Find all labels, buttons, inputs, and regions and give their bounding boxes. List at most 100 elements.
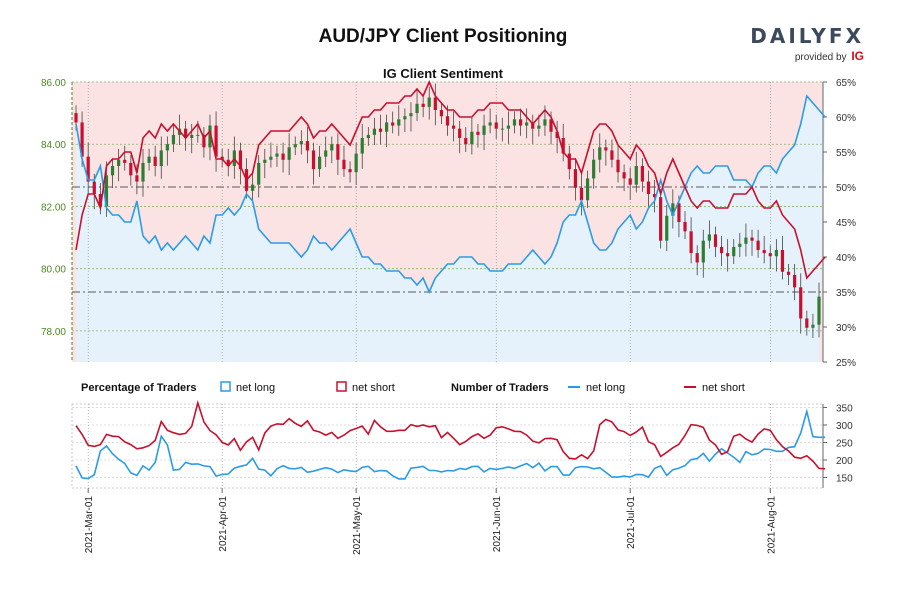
candle-body (275, 153, 279, 157)
candle-body (129, 162, 133, 176)
candle-body (439, 110, 444, 117)
candle-body (202, 134, 206, 148)
candle-body (677, 203, 681, 222)
right-tick-label: 60% (836, 113, 856, 124)
right-tick-label: 50% (836, 183, 856, 194)
candle-body (269, 156, 273, 160)
legend: Percentage of Traders net long net short Nu… (81, 381, 745, 394)
candle-body (421, 103, 425, 107)
candle-body (92, 181, 96, 194)
candle-body (299, 141, 303, 145)
brand-name: DAILYFX (750, 24, 864, 48)
candle-body (318, 156, 322, 170)
candle-body (409, 113, 413, 117)
candle-body (311, 150, 316, 170)
candle-body (281, 153, 285, 160)
candle-body (799, 287, 803, 319)
legend-net-short-box (336, 381, 347, 392)
candle-body (141, 162, 145, 182)
left-tick-label: 84.00 (41, 140, 66, 151)
candle-body (360, 138, 364, 154)
net-long-count-line (75, 408, 826, 480)
candle-body (159, 150, 163, 166)
candle-body (531, 122, 535, 129)
right-tick-label: 25% (836, 358, 856, 369)
candle-body (171, 134, 176, 145)
candle-body (165, 144, 169, 151)
candle-body (384, 122, 389, 132)
candle-body (774, 250, 778, 257)
left-tick-label: 80.00 (41, 265, 66, 276)
candle-body (135, 175, 139, 182)
candle-body (518, 119, 523, 126)
candle-body (756, 240, 760, 250)
candle-body (427, 97, 431, 107)
net-long-pct-line (75, 94, 826, 295)
candle-body (573, 169, 577, 188)
candle-body (628, 178, 632, 185)
candle-body (732, 246, 736, 257)
candle-body (287, 147, 291, 160)
candle-body (464, 138, 468, 145)
candle-body (415, 103, 419, 114)
count-panel-frame (71, 403, 824, 489)
brand-tagline: provided by IG (750, 49, 864, 63)
candle-body (470, 131, 474, 145)
right-tick-label: 45% (836, 218, 856, 229)
x-tick-label: 2021-Jun-01 (492, 496, 503, 553)
candle-body (817, 296, 821, 325)
candle-body (226, 159, 230, 166)
left-tick-label: 82.00 (41, 202, 66, 213)
candle-body (342, 159, 346, 170)
candle-body (476, 131, 480, 135)
candle-body (671, 203, 675, 216)
candle-body (506, 125, 511, 129)
left-tick-label: 78.00 (41, 327, 66, 338)
candle-body (713, 234, 718, 247)
legend-num-long: net long (586, 382, 625, 394)
legend-net-long-box (220, 381, 231, 392)
count-tick-label: 300 (836, 421, 853, 432)
legend-num-short: net short (702, 382, 745, 394)
candle-body (214, 125, 218, 157)
candle-body (445, 116, 450, 126)
candle-body (567, 153, 571, 170)
brand-tagline-text: provided by (794, 52, 847, 63)
brand-logo: DAILYFX provided by IG (750, 24, 864, 63)
candle-body (500, 128, 504, 130)
net-short-pct-line (75, 79, 826, 280)
right-tick-label: 65% (836, 78, 856, 89)
candle-body (117, 159, 121, 166)
candle-body (689, 231, 693, 254)
candle-body (153, 156, 157, 166)
candle-body (184, 128, 188, 138)
candle-body (585, 178, 590, 201)
top-chart-title: IG Client Sentiment (383, 66, 504, 81)
legend-pct-long: net long (236, 382, 275, 394)
candle-body (208, 125, 212, 148)
candle-body (543, 119, 547, 126)
x-tick-label: 2021-Mar-01 (84, 496, 95, 554)
candle-body (695, 253, 699, 263)
candle-body (646, 181, 651, 194)
candle-body (701, 240, 705, 263)
candle-body (123, 159, 127, 163)
candle-body (348, 169, 352, 173)
candle-body (683, 222, 687, 232)
candle-body (336, 144, 340, 160)
candle-body (80, 122, 84, 157)
candle-body (324, 150, 328, 157)
chart-title: AUD/JPY Client Positioning (319, 26, 568, 47)
x-tick-label: 2021-Aug-01 (766, 496, 777, 554)
candle-body (391, 122, 395, 126)
candle-body (354, 153, 358, 173)
trader-count-panel: 150 200 250 300 350 (71, 400, 853, 489)
candle-body (397, 119, 401, 126)
x-tick-label: 2021-May-01 (352, 496, 363, 555)
candle-body (257, 162, 261, 185)
candle-body (110, 166, 115, 176)
left-tick-label: 86.00 (41, 78, 66, 89)
candle-body (793, 274, 797, 288)
candle-body (805, 318, 809, 328)
candle-body (598, 147, 602, 160)
